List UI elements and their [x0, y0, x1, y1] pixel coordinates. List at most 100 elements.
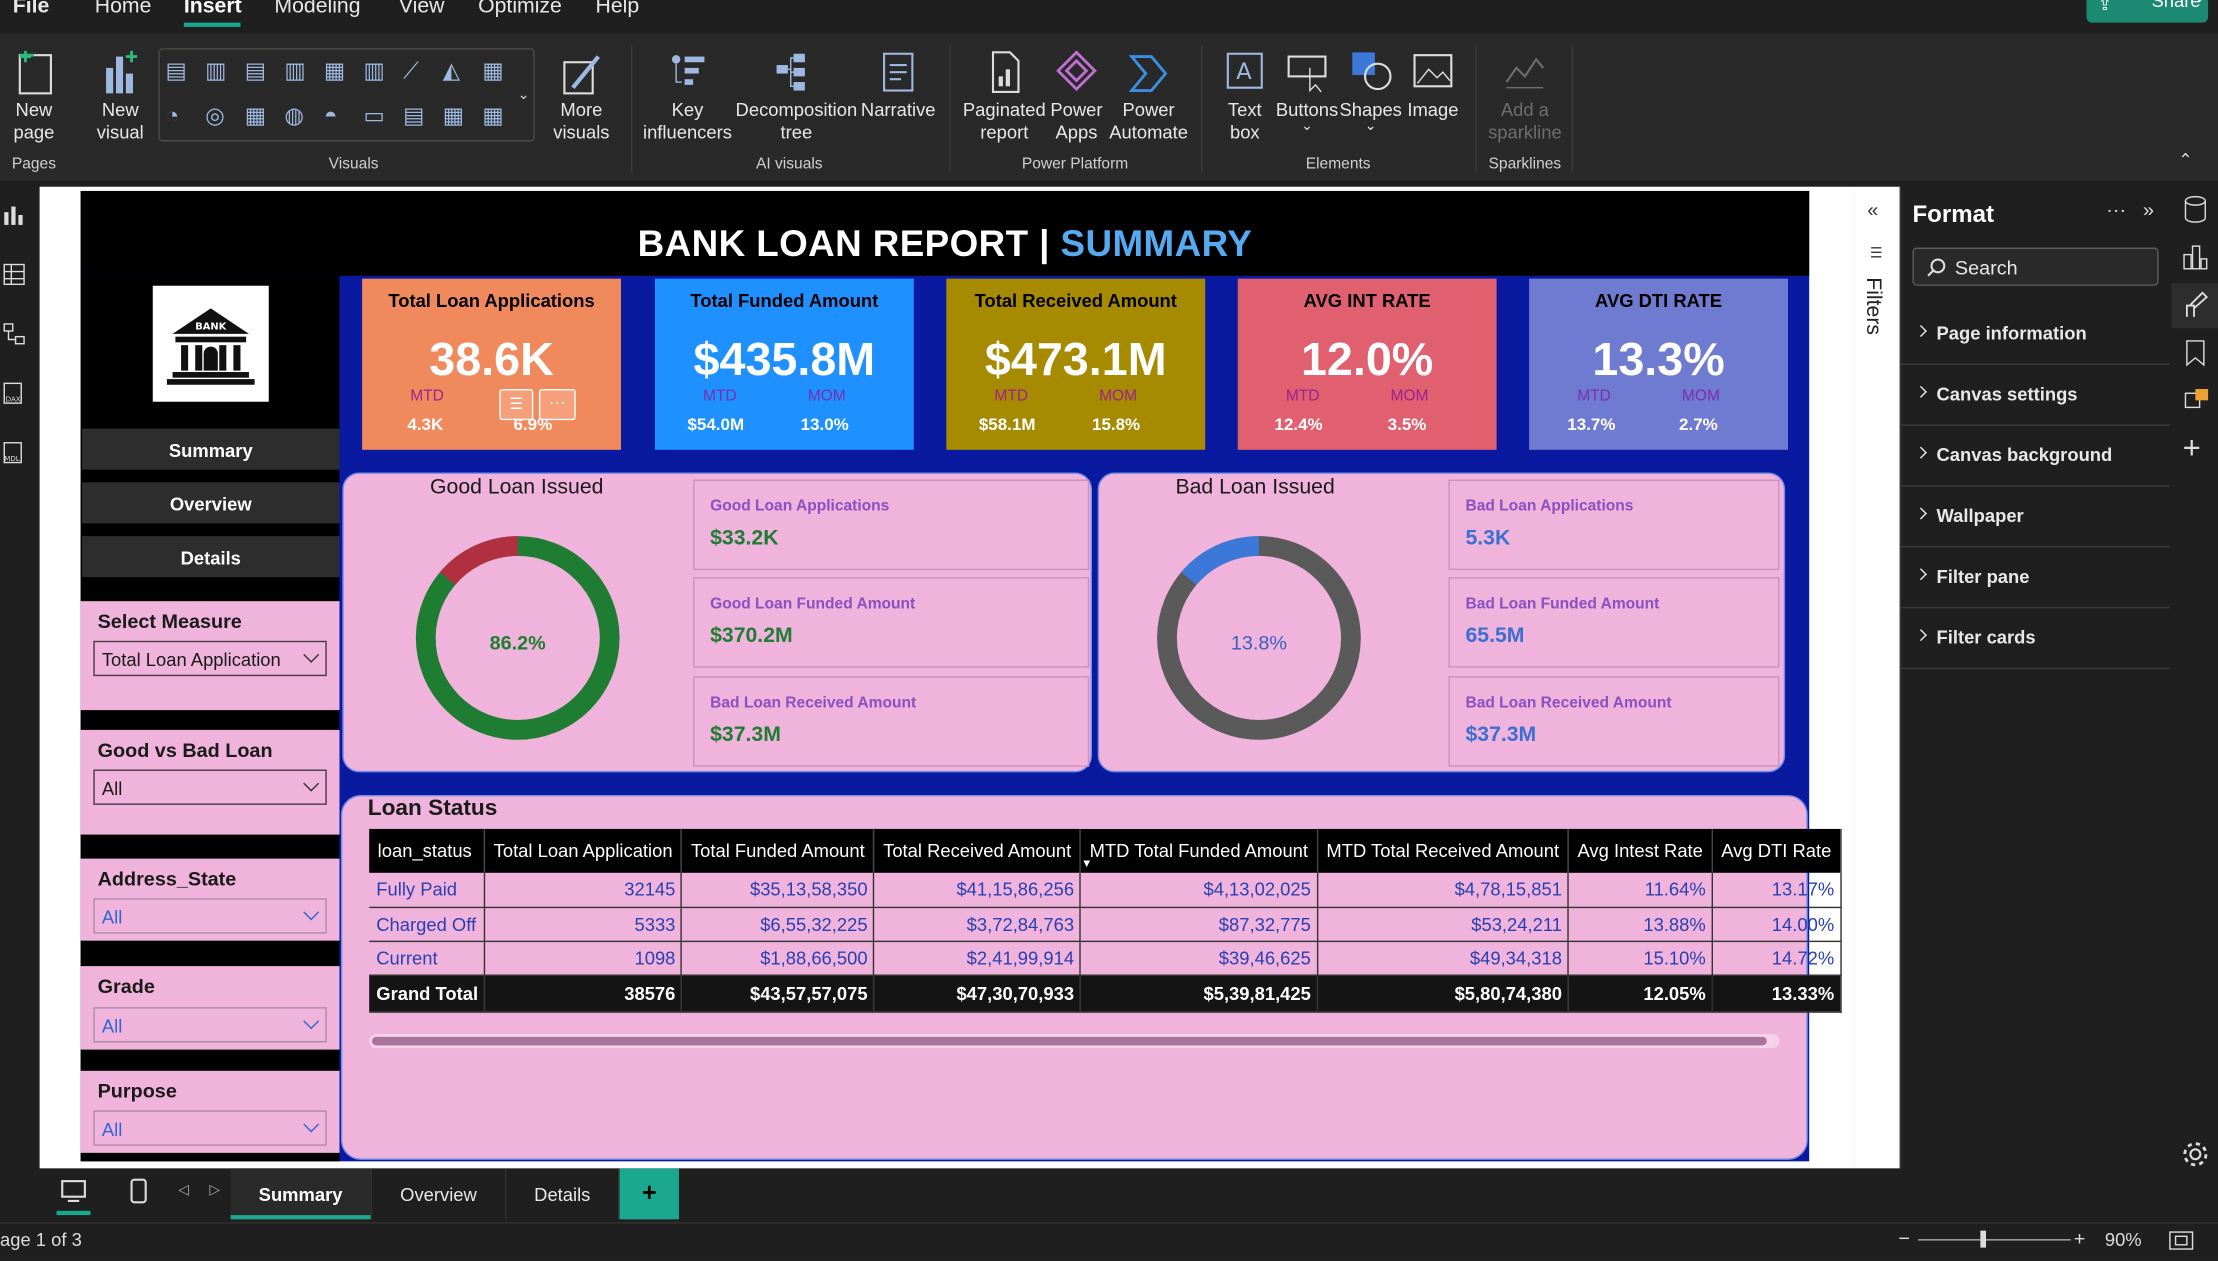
visual-type-icon[interactable]: ▦: [442, 104, 465, 129]
visual-type-icon[interactable]: ▥: [205, 59, 227, 84]
table-view-icon[interactable]: [3, 263, 26, 286]
new-visual-button[interactable]: New visual: [88, 48, 153, 144]
page-tab-details[interactable]: Details: [504, 1168, 620, 1220]
format-wallpaper[interactable]: Wallpaper: [1899, 487, 2170, 548]
report-view-icon[interactable]: [3, 204, 26, 227]
format-canvas-settings[interactable]: Canvas settings: [1899, 365, 2170, 426]
good-loan-received-card[interactable]: Bad Loan Received Amount $37.3M: [693, 676, 1090, 767]
expand-filters-icon[interactable]: «: [1867, 198, 1879, 221]
kpi-card-avg-int-rate[interactable]: AVG INT RATE 12.0% MTD MOM 12.4% 3.5%: [1237, 278, 1497, 450]
visual-type-icon[interactable]: ⟋: [403, 59, 419, 84]
bookmark-icon[interactable]: [2183, 339, 2208, 367]
visual-type-icon[interactable]: ▥: [284, 59, 306, 84]
menu-modeling[interactable]: Modeling: [274, 0, 361, 19]
good-vs-bad-dropdown[interactable]: All: [93, 769, 327, 805]
page-tab-summary[interactable]: Summary: [230, 1168, 371, 1220]
zoom-slider-thumb[interactable]: [1980, 1230, 1987, 1248]
table-row[interactable]: Charged Off 5333 $6,55,32,225 $3,72,84,763 $…: [369, 906, 1842, 942]
table-total-row[interactable]: Grand Total 38576 $43,57,57,075 $47,30,70,9…: [369, 974, 1842, 1013]
good-loan-donut[interactable]: 86.2%: [410, 530, 625, 745]
desktop-layout-button[interactable]: [51, 1168, 96, 1216]
text-box-button[interactable]: A Text box: [1217, 48, 1274, 144]
column-header[interactable]: Total Funded Amount: [681, 828, 875, 873]
format-filter-cards[interactable]: Filter cards: [1899, 608, 2170, 670]
visual-type-icon[interactable]: ▦: [482, 59, 504, 84]
zoom-slider[interactable]: [1918, 1239, 2071, 1241]
visual-filter-button[interactable]: ☰: [499, 388, 534, 421]
column-header[interactable]: Total Received Amount: [873, 828, 1082, 873]
select-measure-dropdown[interactable]: Total Loan Application: [93, 640, 327, 677]
dax-query-icon[interactable]: DAX: [3, 382, 26, 405]
visual-type-icon[interactable]: ◓: [323, 104, 338, 129]
scrollbar-thumb[interactable]: [372, 1036, 1767, 1046]
power-apps-button[interactable]: Power Apps: [1047, 48, 1106, 144]
kpi-card-total-loan-applications[interactable]: Total Loan Applications 38.6K MTD 4.3K 6…: [362, 278, 621, 450]
build-visual-icon[interactable]: [2183, 243, 2208, 271]
share-button[interactable]: ⇪ Share ⌄: [2086, 0, 2209, 23]
chevron-down-icon[interactable]: ⌄: [517, 87, 530, 104]
format-search-input[interactable]: Search: [1912, 247, 2159, 286]
column-header[interactable]: loan_status: [369, 828, 486, 873]
narrative-button[interactable]: Narrative: [857, 48, 939, 122]
buttons-button[interactable]: Buttons ⌄: [1273, 48, 1341, 134]
menu-insert[interactable]: Insert: [183, 0, 242, 19]
visual-type-icon[interactable]: ◎: [205, 104, 225, 129]
new-page-button[interactable]: New page: [3, 48, 65, 144]
nav-details-button[interactable]: Details: [82, 536, 340, 578]
nav-summary-button[interactable]: Summary: [82, 428, 340, 470]
visual-type-icon[interactable]: ▦: [323, 59, 346, 84]
visual-type-icon[interactable]: ▥: [363, 59, 385, 84]
bad-loan-funded-card[interactable]: Bad Loan Funded Amount 65.5M: [1448, 577, 1780, 668]
good-loan-funded-card[interactable]: Good Loan Funded Amount $370.2M: [693, 577, 1090, 668]
visual-type-icon[interactable]: ◔: [165, 104, 180, 129]
key-influencers-button[interactable]: Key influencers: [639, 48, 735, 144]
kpi-card-avg-dti-rate[interactable]: AVG DTI RATE 13.3% MTD MOM 13.7% 2.7%: [1529, 278, 1788, 450]
menu-optimize[interactable]: Optimize: [478, 0, 562, 19]
visual-type-icon[interactable]: ▤: [165, 59, 187, 84]
collapse-pane-icon[interactable]: »: [2143, 198, 2155, 221]
fit-to-page-icon[interactable]: [2168, 1231, 2194, 1251]
column-header[interactable]: Avg DTI Rate: [1712, 828, 1842, 873]
filters-pane-collapsed[interactable]: « ☰ Filters: [1854, 186, 1900, 1169]
menu-file[interactable]: File: [12, 0, 50, 19]
collapse-ribbon-icon[interactable]: ⌃: [2178, 149, 2193, 170]
column-header-sorted[interactable]: MTD Total Funded Amount ▼: [1080, 828, 1318, 873]
purpose-dropdown[interactable]: All: [93, 1110, 327, 1146]
kpi-card-total-received-amount[interactable]: Total Received Amount $473.1M MTD MOM $5…: [946, 278, 1206, 450]
visual-type-icon[interactable]: ▤: [244, 59, 267, 84]
data-pane-icon[interactable]: [2183, 195, 2208, 223]
more-visuals-button[interactable]: More visuals: [542, 48, 621, 144]
column-header[interactable]: MTD Total Received Amount: [1317, 828, 1570, 873]
selection-pane-icon[interactable]: [2183, 388, 2211, 416]
visual-type-icon[interactable]: ▤: [403, 104, 425, 129]
good-loan-applications-card[interactable]: Good Loan Applications $33.2K: [693, 479, 1090, 571]
bad-loan-donut[interactable]: 13.8%: [1151, 530, 1366, 745]
settings-gear-icon[interactable]: [2181, 1140, 2209, 1168]
column-header[interactable]: Avg Intest Rate: [1568, 828, 1713, 873]
shapes-button[interactable]: Shapes ⌄: [1338, 48, 1403, 134]
image-button[interactable]: Image: [1403, 48, 1462, 122]
tmdl-view-icon[interactable]: MDL: [3, 441, 26, 464]
more-options-button[interactable]: ···: [538, 388, 576, 421]
zoom-out-button[interactable]: −: [1898, 1226, 1910, 1250]
visual-type-icon[interactable]: ▭: [363, 104, 385, 129]
mobile-layout-icon[interactable]: [129, 1178, 149, 1204]
scroll-tabs-left-icon[interactable]: ◁: [178, 1182, 190, 1199]
bad-loan-applications-card[interactable]: Bad Loan Applications 5.3K: [1448, 479, 1780, 571]
add-sparkline-button[interactable]: Add a sparkline: [1480, 48, 1571, 144]
loan-status-table[interactable]: loan_status Total Loan Application Total…: [369, 828, 1842, 1013]
visual-type-icon[interactable]: ▦: [482, 104, 504, 129]
address-state-dropdown[interactable]: All: [93, 898, 327, 934]
menu-help[interactable]: Help: [595, 0, 640, 19]
add-pane-icon[interactable]: +: [2182, 430, 2201, 466]
visual-type-icon[interactable]: ◍: [284, 104, 305, 129]
kpi-card-total-funded-amount[interactable]: Total Funded Amount $435.8M MTD MOM $54.…: [654, 278, 914, 450]
decomposition-tree-button[interactable]: Decomposition tree: [736, 48, 857, 144]
menu-home[interactable]: Home: [94, 0, 152, 19]
visual-type-icon[interactable]: ◭: [442, 59, 461, 84]
format-filter-pane[interactable]: Filter pane: [1899, 547, 2170, 609]
paginated-report-button[interactable]: Paginated report: [959, 48, 1050, 144]
grade-dropdown[interactable]: All: [93, 1007, 327, 1043]
model-view-icon[interactable]: [3, 323, 26, 346]
scroll-tabs-right-icon[interactable]: ▷: [209, 1182, 221, 1199]
